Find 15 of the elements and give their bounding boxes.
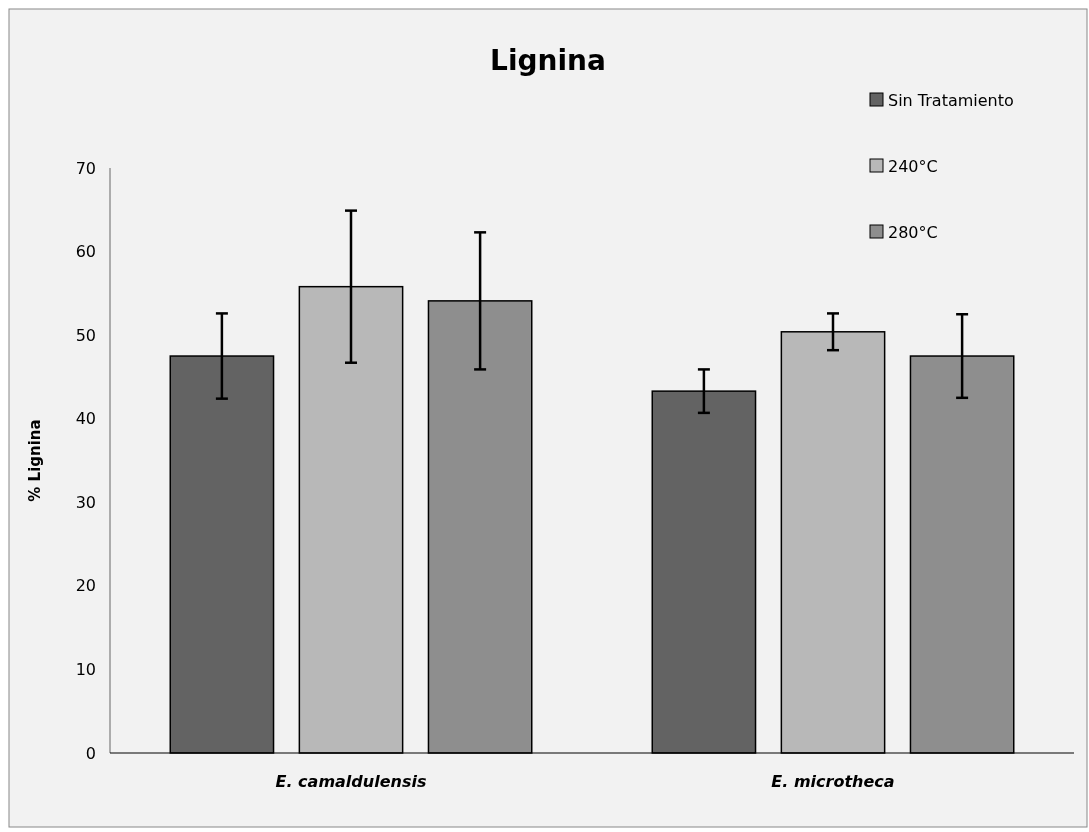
y-tick-label: 40 bbox=[75, 409, 96, 429]
legend-label: Sin Tratamiento bbox=[888, 90, 1014, 110]
y-tick-label: 50 bbox=[75, 325, 96, 345]
x-tick-label: E. camaldulensis bbox=[275, 772, 427, 791]
legend-label: 240°C bbox=[888, 156, 938, 176]
legend-label: 280°C bbox=[888, 222, 938, 242]
y-tick-label: 70 bbox=[75, 158, 96, 178]
x-tick-label: E. microtheca bbox=[771, 772, 895, 791]
y-tick-label: 0 bbox=[85, 743, 96, 763]
y-tick-label: 30 bbox=[75, 492, 96, 512]
y-tick-label: 60 bbox=[75, 242, 96, 262]
y-tick-label: 10 bbox=[75, 660, 96, 680]
chart-title: Lignina bbox=[490, 44, 606, 77]
y-tick-label: 20 bbox=[75, 576, 96, 596]
y-axis-title: % Lignina bbox=[26, 419, 44, 502]
